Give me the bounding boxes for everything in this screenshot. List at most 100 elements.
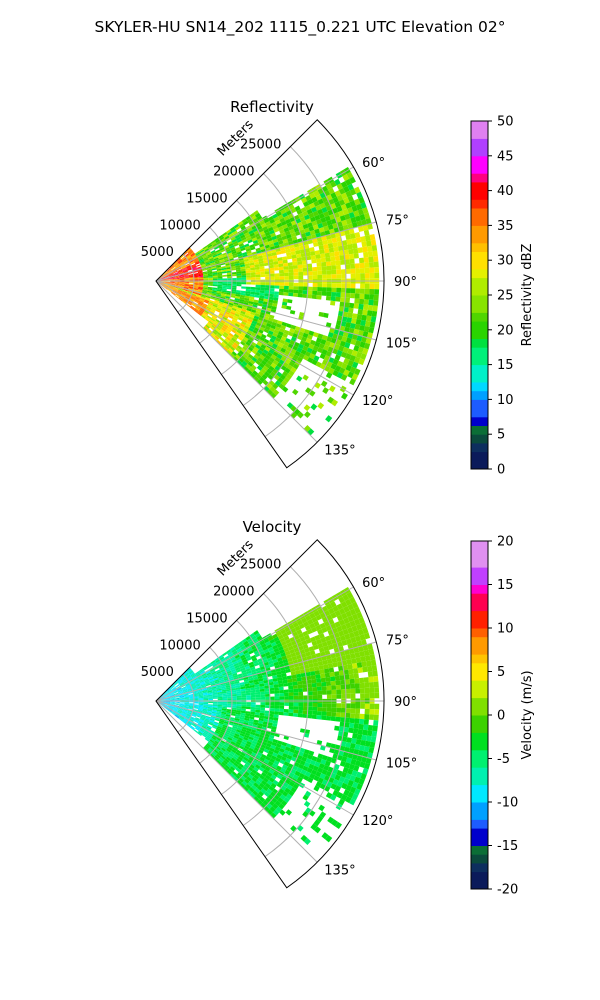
data-cell [171,687,177,691]
data-cell [186,723,191,728]
data-cell [159,283,164,287]
data-cell [179,296,185,300]
data-cell [200,262,206,266]
data-cell [347,663,353,670]
data-cell [173,690,178,693]
data-cell [174,695,180,698]
data-cell [300,349,307,355]
data-cell [326,639,333,646]
data-cell [317,767,324,774]
data-cell [250,697,256,700]
data-cell [267,330,274,336]
data-cell [259,336,266,342]
data-cell [187,722,192,726]
data-cell [274,282,280,286]
data-cell [159,694,164,698]
data-cell [366,665,373,672]
data-cell [313,190,320,197]
data-cell [240,292,246,296]
data-cell [264,782,271,789]
data-cell [174,262,179,267]
data-cell [364,682,370,688]
data-cell [336,371,344,379]
data-cell [330,337,337,344]
data-cell [250,731,256,736]
data-cell [237,660,244,665]
data-cell [282,658,289,664]
data-cell [187,689,193,692]
data-cell [193,277,199,279]
data-cell [187,301,193,305]
data-cell [239,754,245,759]
data-cell [187,711,193,714]
data-cell [228,735,234,740]
colorbar-segment [471,286,488,296]
data-cell [315,678,322,683]
data-cell [270,362,277,369]
data-cell [292,265,298,269]
data-cell [170,685,175,689]
data-cell [209,319,215,324]
data-cell [344,342,351,349]
data-cell [261,741,268,746]
data-cell [198,283,204,286]
data-cell [345,292,351,298]
data-cell [179,277,185,279]
data-cell [361,639,368,646]
data-cell [200,307,206,312]
data-cell [345,688,351,694]
data-cell [266,368,273,375]
data-cell [289,339,296,346]
data-cell [275,323,282,329]
data-cell [217,698,223,701]
data-cell [174,703,180,705]
data-cell [353,630,360,637]
data-cell [179,283,185,285]
data-cell [190,681,195,685]
data-cell [372,725,378,732]
data-cell [207,290,213,293]
data-cell [297,289,303,294]
data-cell [225,309,231,314]
data-cell [178,690,183,694]
data-cell [235,751,241,757]
data-cell [245,265,251,269]
data-cell [359,761,366,769]
data-cell [191,303,197,308]
data-cell [252,676,259,681]
data-cell [174,275,180,278]
data-cell [190,263,196,267]
data-cell [273,681,279,685]
colorbar-tick-label: -15 [497,839,518,854]
data-cell [179,696,185,698]
data-cell [218,665,225,670]
data-cell [255,754,261,760]
data-cell [289,648,295,654]
data-cell [278,686,284,691]
data-cell [207,710,213,713]
data-cell [227,703,232,706]
data-cell [296,257,302,262]
data-cell [236,275,242,278]
data-cell [210,682,216,685]
data-cell [226,692,232,695]
data-cell [164,704,170,707]
data-cell [179,262,185,266]
data-cell [311,755,318,762]
data-cell [181,713,186,717]
data-cell [240,714,246,718]
data-cell [261,236,268,241]
data-cell [248,229,254,235]
data-cell [360,622,367,629]
data-cell [196,293,202,296]
data-cell [222,241,228,246]
data-cell [259,640,266,646]
data-cell [351,238,357,244]
data-cell [191,292,197,296]
data-cell [231,267,236,271]
data-cell [343,669,349,676]
data-cell [259,650,265,656]
data-cell [266,223,273,229]
data-cell [344,674,350,680]
azimuth-gridline [155,586,354,702]
